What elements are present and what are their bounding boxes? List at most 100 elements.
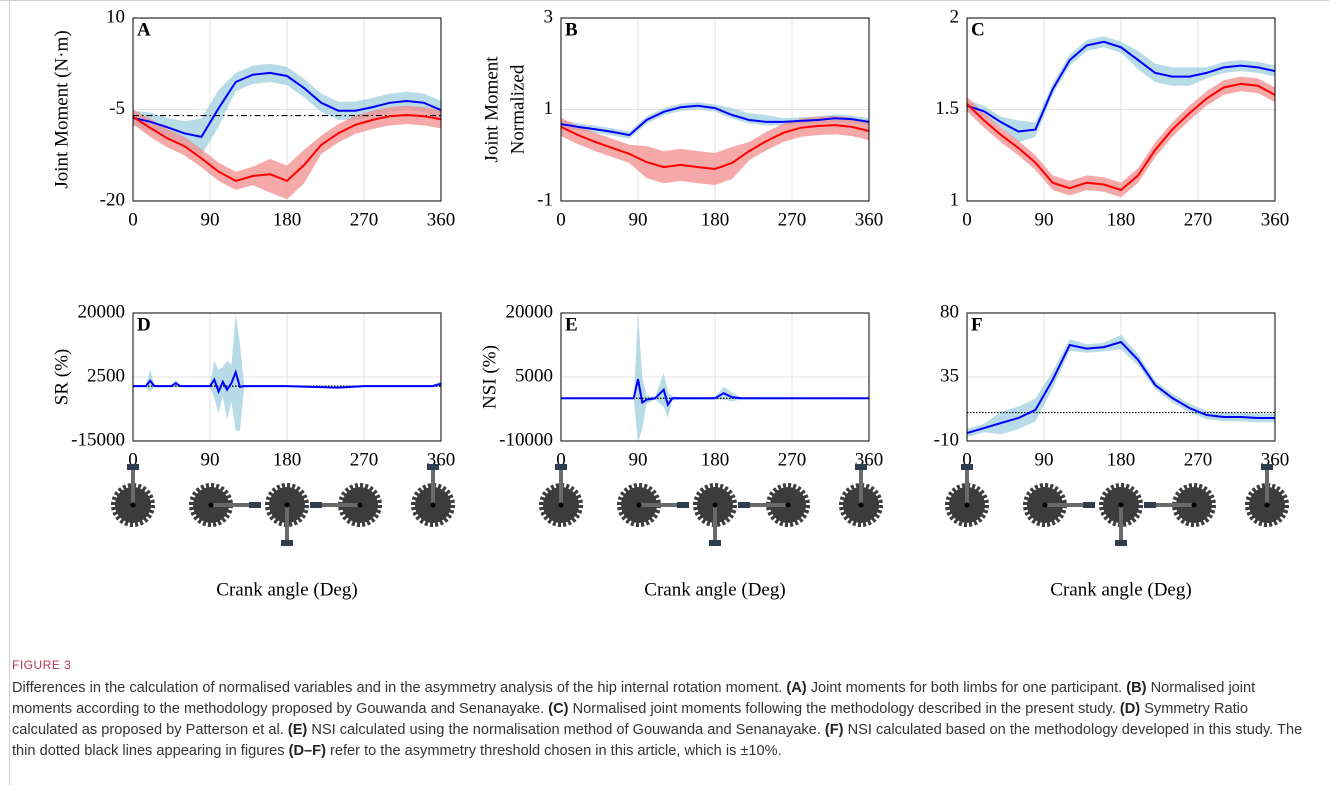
crank-icon: [693, 483, 737, 546]
y-tick-label: -5: [109, 98, 125, 119]
x-axis-label: Crank angle (Deg): [1050, 579, 1191, 600]
pedal: [677, 502, 689, 508]
y-tick-label: 80: [940, 301, 959, 322]
caption-text: Joint moments for both limbs for one par…: [806, 680, 1127, 696]
x-axis-label: Crank angle (Deg): [216, 579, 357, 600]
panel-label: A: [137, 19, 151, 40]
crank-axle: [1191, 502, 1197, 508]
x-tick-label: 180: [701, 449, 730, 470]
panel-label: F: [971, 314, 983, 335]
confidence-band: [561, 115, 869, 185]
x-tick-label: 270: [350, 209, 379, 230]
series-line: [967, 82, 1275, 192]
y-tick-label: -10000: [499, 429, 553, 450]
crank-icon: [617, 483, 689, 527]
confidence-band: [133, 63, 441, 156]
caption-text: Normalised joint moments according to th…: [12, 680, 1256, 717]
caption-text: Differences in the calculation of normal…: [12, 680, 787, 696]
frame-left: [9, 0, 10, 785]
y-tick-label: -15000: [71, 429, 125, 450]
y-tick-label: 2: [950, 6, 960, 27]
crank-icon: [310, 483, 382, 527]
y-axis-label: Normalized: [507, 64, 528, 154]
x-tick-label: 90: [201, 209, 220, 230]
caption-text: Symmetry Ratio calculated as proposed by…: [12, 701, 1248, 738]
series-line: [561, 124, 869, 171]
y-axis-label: Joint Moment (N·m): [51, 30, 72, 188]
chainring-teeth: [411, 483, 455, 527]
crank-icon: [1099, 483, 1143, 546]
pedal: [281, 540, 293, 546]
x-tick-label: 90: [201, 449, 220, 470]
pedal: [738, 502, 750, 508]
pedal: [1115, 540, 1127, 546]
x-tick-label: 90: [629, 209, 648, 230]
crank-icon: [1144, 483, 1216, 527]
caption: Differences in the calculation of normal…: [12, 678, 1317, 762]
crank-axle: [284, 502, 290, 508]
crank-icon: [839, 464, 883, 527]
x-tick-label: 90: [1035, 449, 1054, 470]
pedal: [249, 502, 261, 508]
series-line: [133, 369, 441, 395]
caption-text: NSI calculated based on the methodology …: [12, 722, 1303, 759]
confidence-band: [967, 36, 1275, 143]
crank-axle: [1118, 502, 1124, 508]
y-tick-label: -1: [537, 189, 553, 210]
y-tick-label: 20000: [78, 301, 126, 322]
axes-frame: [966, 17, 1276, 202]
crank-axle: [1042, 502, 1048, 508]
pedal: [855, 464, 867, 470]
x-tick-label: 360: [1261, 209, 1290, 230]
crank-icon: [945, 464, 989, 527]
x-tick-label: 180: [1107, 449, 1136, 470]
plot-content: [133, 63, 441, 200]
y-axis-label: SR (%): [51, 349, 72, 405]
y-tick-label: -10: [934, 429, 959, 450]
crank-axle: [430, 502, 436, 508]
x-tick-label: 270: [778, 209, 807, 230]
pedal: [555, 464, 567, 470]
pedal: [1144, 502, 1156, 508]
confidence-band: [561, 102, 869, 139]
x-tick-label: 180: [1107, 209, 1136, 230]
x-tick-label: 180: [273, 449, 302, 470]
caption-text: refer to the asymmetry threshold chosen …: [325, 743, 782, 759]
axes-frame: [132, 312, 442, 442]
crank-axle: [858, 502, 864, 508]
pedal: [310, 502, 322, 508]
panel-label: E: [565, 314, 578, 335]
y-tick-label: 1: [950, 189, 960, 210]
plot-content: [561, 315, 869, 441]
x-tick-label: 270: [778, 449, 807, 470]
caption-panel-ref: (F): [824, 722, 844, 738]
series-line: [133, 113, 441, 183]
chainring-teeth: [338, 483, 382, 527]
y-tick-label: -20: [100, 189, 125, 210]
x-tick-label: 90: [629, 449, 648, 470]
crank-axle: [636, 502, 642, 508]
crank-axle: [208, 502, 214, 508]
pedal: [1083, 502, 1095, 508]
chainring-teeth: [693, 483, 737, 527]
plot-content: [561, 102, 869, 185]
series-line: [561, 104, 869, 137]
x-tick-label: 180: [701, 209, 730, 230]
series-line: [967, 40, 1275, 133]
axes-frame: [132, 17, 442, 202]
crank-icon: [1245, 464, 1289, 527]
y-tick-label: 1.5: [935, 98, 959, 119]
y-tick-label: 5000: [515, 365, 553, 386]
y-tick-label: 10: [106, 6, 125, 27]
series-line: [133, 71, 441, 139]
chainring-teeth: [766, 483, 810, 527]
caption-panel-ref: (D–F): [288, 743, 326, 759]
x-tick-label: 0: [962, 449, 972, 470]
crank-icon: [189, 483, 261, 527]
series-line: [967, 340, 1275, 434]
figure-label: FIGURE 3: [12, 658, 72, 672]
y-tick-label: 1: [544, 98, 554, 119]
x-tick-label: 360: [427, 209, 456, 230]
